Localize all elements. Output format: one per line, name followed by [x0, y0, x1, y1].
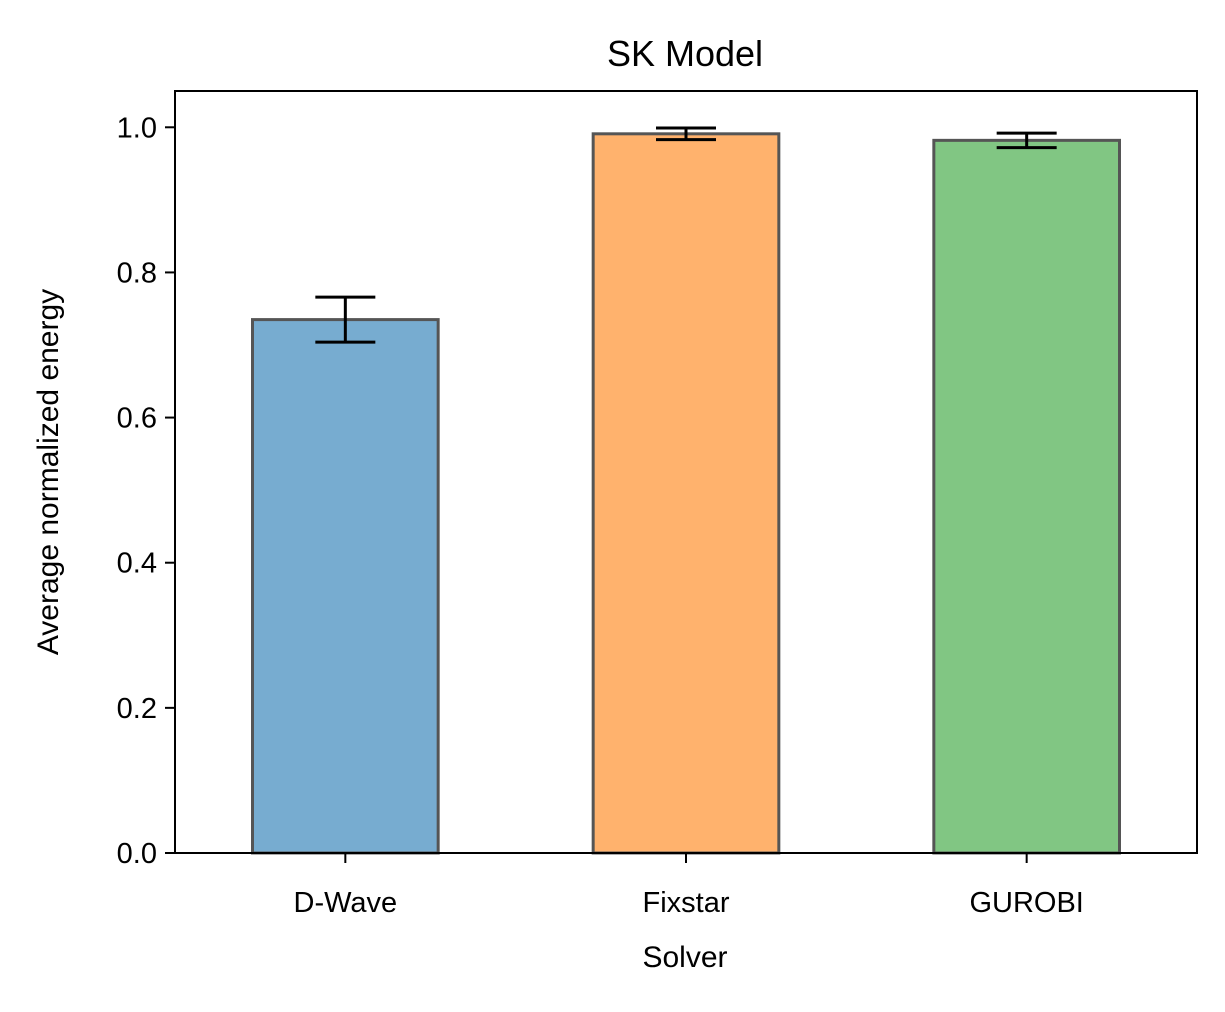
x-tick-label: GUROBI — [969, 887, 1083, 919]
bar-d-wave — [251, 318, 440, 855]
plot-area: D-Wave Fixstar GUROBI 0.0 0.2 0.4 0.6 0.8 1.0 — [117, 90, 1198, 919]
plot-frame — [174, 90, 1198, 854]
y-tick-label: 0.0 — [117, 838, 157, 870]
y-tick-label: 1.0 — [117, 112, 157, 144]
x-axis-label: Solver — [642, 941, 727, 974]
y-tick-label: 0.2 — [117, 693, 157, 725]
y-tick-label: 0.4 — [117, 548, 157, 580]
x-tick-label: D-Wave — [294, 887, 398, 919]
y-tick-label: 0.6 — [117, 403, 157, 435]
bar-fixstar — [591, 132, 781, 855]
chart-title: SK Model — [607, 33, 763, 74]
bar-gurobi — [932, 138, 1121, 855]
y-tick-label: 0.8 — [117, 257, 157, 289]
y-axis-label: Average normalized energy — [32, 289, 65, 655]
x-tick-label: Fixstar — [643, 887, 730, 919]
